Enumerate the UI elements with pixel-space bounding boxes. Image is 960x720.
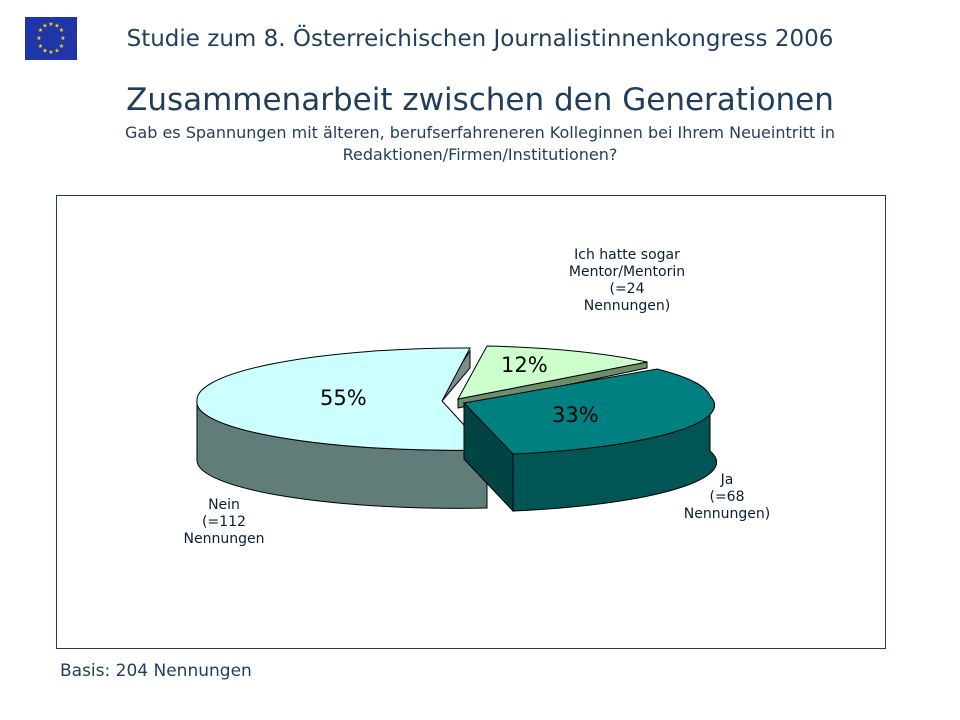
chart-area: 55% 33% 12% Nein (=112 Nennungen Ja (=68…	[56, 195, 886, 649]
svg-text:★: ★	[42, 23, 47, 30]
svg-text:★: ★	[54, 23, 59, 30]
data-label-nein: 55%	[320, 386, 367, 410]
svg-text:★: ★	[38, 43, 43, 50]
slice-nein-top	[196, 347, 489, 451]
eu-flag-icon: ★ ★ ★ ★ ★ ★ ★ ★ ★ ★ ★ ★	[25, 17, 77, 60]
callout-nein-line3: Nennungen	[183, 531, 265, 547]
callout-mentor-line3: (=24	[609, 281, 645, 297]
callout-mentor-line1: Ich hatte sogar	[574, 247, 680, 263]
question-subtitle: Gab es Spannungen mit älteren, berufserf…	[125, 123, 835, 164]
callout-ja: Ja (=68 Nennungen)	[667, 472, 787, 523]
pie-chart	[196, 345, 718, 513]
svg-text:★: ★	[36, 35, 41, 42]
svg-text:★: ★	[54, 48, 59, 55]
svg-text:★: ★	[42, 48, 47, 55]
slice-mentor-top	[457, 345, 648, 400]
data-label-ja: 33%	[552, 403, 599, 427]
callout-ja-line2: (=68	[709, 489, 745, 505]
callout-ja-line3: Nennungen)	[683, 506, 771, 522]
study-header: Studie zum 8. Österreichischen Journalis…	[126, 26, 834, 52]
svg-text:★: ★	[38, 27, 43, 34]
svg-text:★: ★	[48, 49, 53, 56]
svg-text:★: ★	[59, 43, 64, 50]
slice-ja-top	[462, 368, 715, 455]
callout-ja-line1: Ja	[720, 472, 734, 488]
page-title: Zusammenarbeit zwischen den Generationen	[126, 82, 834, 118]
callout-nein: Nein (=112 Nennungen	[169, 497, 279, 548]
callout-mentor-line4: Nennungen)	[583, 298, 671, 314]
svg-text:★: ★	[60, 35, 65, 42]
callout-nein-line1: Nein	[208, 497, 240, 513]
svg-text:★: ★	[59, 27, 64, 34]
basis-note: Basis: 204 Nennungen	[60, 661, 252, 681]
callout-mentor: Ich hatte sogar Mentor/Mentorin (=24 Nen…	[547, 247, 707, 315]
callout-nein-line2: (=112	[202, 514, 246, 530]
callout-mentor-line2: Mentor/Mentorin	[568, 264, 686, 280]
data-label-mentor: 12%	[501, 353, 548, 377]
svg-text:★: ★	[48, 21, 53, 28]
